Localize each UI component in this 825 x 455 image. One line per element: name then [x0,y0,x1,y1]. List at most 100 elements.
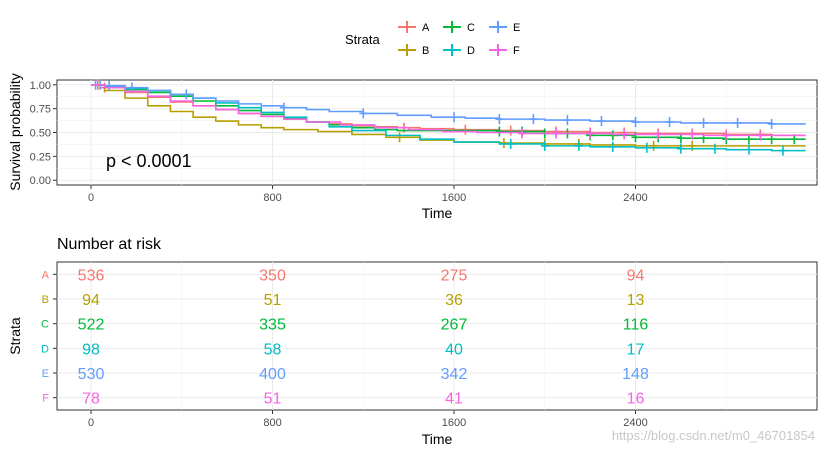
censor-mark [182,89,191,100]
risk-row-label: A [42,269,50,281]
risk-gridlines [57,262,817,410]
risk-row-label: C [41,319,49,331]
censor-mark [710,143,719,154]
risk-count-cell: 36 [445,292,463,309]
legend-item-label: F [513,45,520,57]
survival-curve-line [91,83,806,125]
legend-item-f: F [489,44,520,57]
risk-count-cell: 17 [627,341,645,358]
censor-mark [506,138,515,149]
risk-table-title: Number at risk [57,236,162,253]
censor-mark [676,143,685,154]
x-tick-label: 800 [263,192,281,204]
legend-items: AB CD EF [398,21,520,57]
y-tick-label: 0.50 [30,128,51,140]
legend-item-label: B [422,45,429,57]
censor-mark [620,129,629,140]
x-tick-label: 0 [88,192,94,204]
risk-count-cell: 41 [445,391,463,408]
risk-count-cell: 267 [441,317,468,334]
risk-row-a: A 536 350 275 94 [42,267,645,284]
risk-row-label: D [41,343,49,355]
risk-count-cell: 522 [78,317,105,334]
y-tick-label: 1.00 [30,80,51,92]
survival-curve-line [91,83,806,137]
legend-item-e: E [489,21,520,34]
censor-mark [279,102,288,113]
censor-mark [552,128,561,139]
risk-row-d: D 98 58 40 17 [41,341,644,358]
risk-count-cell: 148 [622,366,649,383]
survival-x-ticks: 0 800 1600 2400 [88,185,648,204]
risk-count-cell: 16 [627,391,645,408]
risk-count-cell: 530 [78,366,105,383]
risk-x-ticks: 0 800 1600 2400 [88,410,648,429]
watermark-text: https://blog.csdn.net/m0_46701854 [612,428,815,443]
risk-x-tick-label: 1600 [442,417,466,429]
risk-count-cell: 536 [78,267,105,284]
risk-count-cell: 335 [259,317,286,334]
risk-x-label: Time [422,431,453,447]
x-tick-label: 2400 [623,192,647,204]
risk-count-cell: 400 [259,366,286,383]
risk-row-label: B [42,294,49,306]
censor-mark [359,108,368,119]
survival-y-label: Survival probability [7,73,23,191]
censor-mark [529,114,538,125]
risk-row-label: F [42,393,49,405]
legend-item-b: B [398,44,429,57]
censor-mark [105,80,114,91]
censor-mark [608,141,617,152]
survival-y-ticks: 0.00 0.25 0.50 0.75 1.00 [30,80,57,187]
risk-count-cell: 94 [627,267,645,284]
legend-title: Strata [345,32,380,47]
risk-x-tick-label: 0 [88,417,94,429]
legend-item-label: E [513,22,520,34]
risk-count-cell: 51 [264,292,282,309]
risk-count-cell: 98 [82,341,100,358]
risk-row-e: E 530 400 342 148 [42,366,649,383]
legend-item-label: D [467,45,475,57]
risk-count-cell: 94 [82,292,100,309]
survival-plot: 0.00 0.25 0.50 0.75 1.00 0 800 1600 2400 p < 0.… [7,73,818,221]
censor-mark [518,128,527,139]
legend-item-label: A [422,22,430,34]
risk-row-b: B 94 51 36 13 [42,292,645,309]
censor-mark [597,116,606,127]
censor-mark [665,117,674,127]
risk-x-tick-label: 800 [263,417,281,429]
censor-mark [649,140,658,151]
risk-count-cell: 350 [259,267,286,284]
censor-mark [756,130,765,141]
censor-mark [778,145,787,156]
risk-row-label: E [42,368,49,380]
legend-item-d: D [443,44,475,57]
risk-count-cell: 13 [627,292,645,309]
survival-curve-line [91,83,806,147]
risk-x-tick-label: 2400 [623,417,647,429]
censor-mark [574,140,583,151]
censor-mark [461,124,470,135]
censor-mark [499,138,508,148]
x-tick-label: 1600 [442,192,466,204]
censor-mark [744,144,753,155]
censor-mark [654,129,663,140]
censor-mark [540,140,549,151]
censor-mark [608,130,617,141]
risk-count-cell: 58 [264,341,282,358]
y-tick-label: 0.75 [30,104,51,116]
censor-mark [722,130,731,141]
y-tick-label: 0.25 [30,151,51,163]
censor-mark [642,142,651,153]
censor-mark [506,125,515,136]
survival-series-f [91,83,806,141]
survival-curves [91,79,806,156]
legend-item-c: C [443,21,475,34]
censor-mark [733,117,742,128]
risk-table: Number at risk A 536 350 275 94 B 94 51 36 13 C 522… [7,236,818,447]
censor-mark [631,117,640,127]
risk-count-cell: 275 [441,267,468,284]
legend-item-a: A [398,21,430,34]
